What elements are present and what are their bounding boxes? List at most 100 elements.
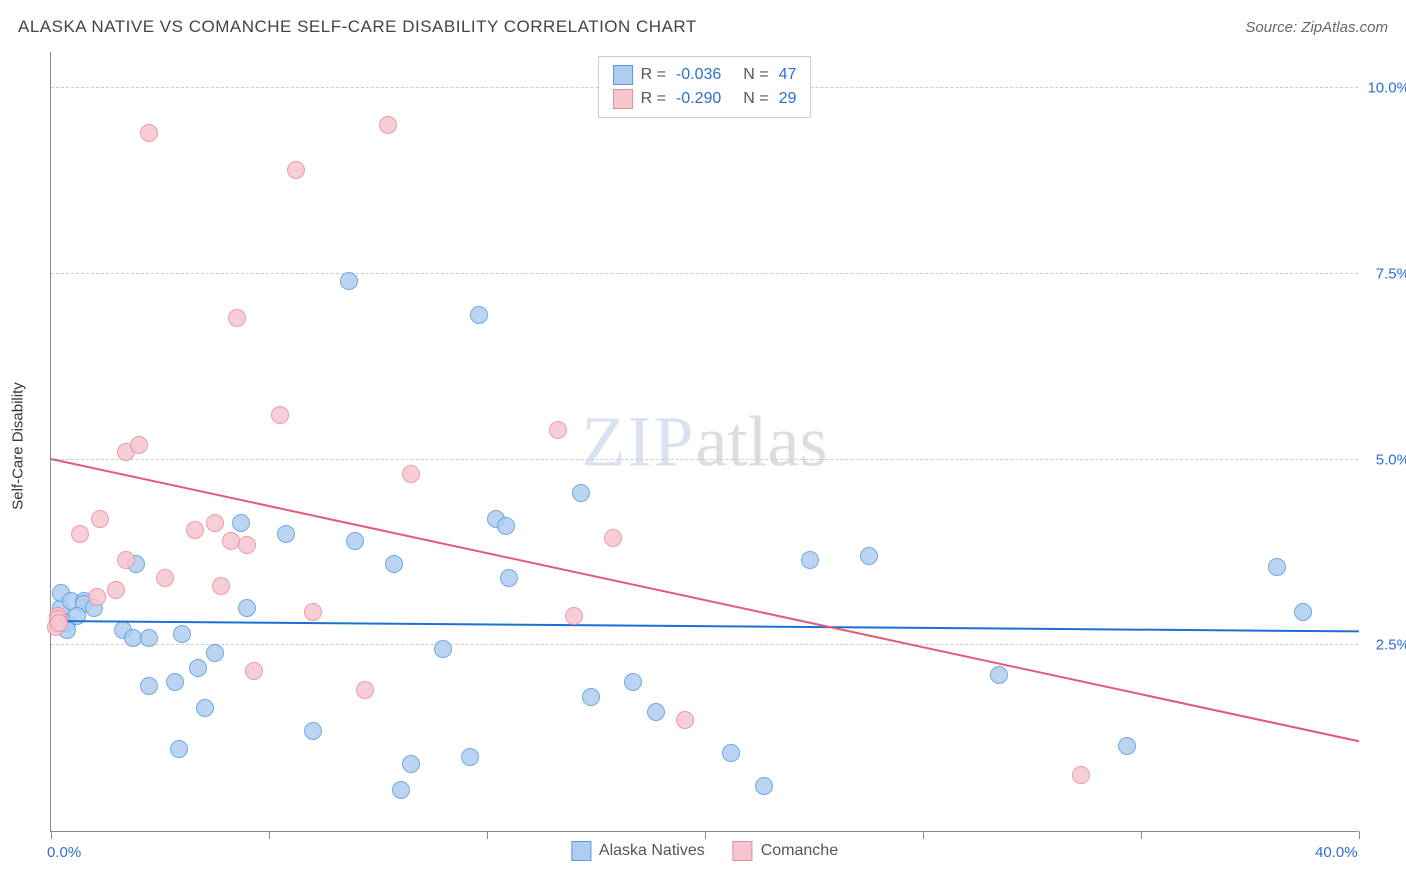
x-tick [487,831,488,839]
data-point [304,603,322,621]
gridline [51,459,1358,460]
trend-line [51,620,1359,632]
data-point [238,536,256,554]
data-point [461,748,479,766]
data-point [212,577,230,595]
data-point [156,569,174,587]
data-point [402,755,420,773]
data-point [676,711,694,729]
legend-r-label: R = [641,90,666,108]
data-point [166,673,184,691]
data-point [206,644,224,662]
series-legend-label: Alaska Natives [599,842,705,860]
data-point [379,116,397,134]
legend-row: R = -0.036 N = 47 [613,63,797,87]
legend-swatch [571,841,591,861]
data-point [222,532,240,550]
data-point [470,306,488,324]
x-tick [1359,831,1360,839]
data-point [130,436,148,454]
data-point [140,124,158,142]
data-point [117,551,135,569]
legend-r-value: -0.290 [676,90,721,108]
data-point [124,629,142,647]
data-point [304,722,322,740]
legend-swatch [613,65,633,85]
watermark: ZIPatlas [582,400,828,483]
data-point [206,514,224,532]
data-point [140,677,158,695]
x-tick [705,831,706,839]
series-legend-label: Comanche [761,842,838,860]
data-point [271,406,289,424]
data-point [1072,766,1090,784]
legend-swatch [613,89,633,109]
series-legend: Alaska Natives Comanche [571,841,838,861]
data-point [232,514,250,532]
data-point [500,569,518,587]
data-point [245,662,263,680]
data-point [170,740,188,758]
data-point [196,699,214,717]
data-point [140,629,158,647]
data-point [755,777,773,795]
data-point [1294,603,1312,621]
data-point [107,581,125,599]
data-point [238,599,256,617]
data-point [1268,558,1286,576]
data-point [801,551,819,569]
data-point [356,681,374,699]
watermark-atlas: atlas [696,401,828,481]
data-point [582,688,600,706]
x-tick [923,831,924,839]
data-point [287,161,305,179]
y-axis-label: Self-Care Disability [10,382,27,510]
data-point [173,625,191,643]
data-point [228,309,246,327]
gridline [51,644,1358,645]
legend-row: R =-0.290N =29 [613,87,797,111]
scatter-chart: ZIPatlas 2.5%5.0%7.5%10.0%0.0%40.0%R =-0… [50,52,1358,832]
data-point [189,659,207,677]
data-point [277,525,295,543]
source-attribution: Source: ZipAtlas.com [1245,19,1388,36]
data-point [346,532,364,550]
data-point [186,521,204,539]
data-point [385,555,403,573]
legend-r-value: -0.036 [676,66,721,84]
data-point [1118,737,1136,755]
data-point [572,484,590,502]
x-tick-label: 40.0% [1315,844,1358,861]
x-tick [51,831,52,839]
legend-n-label: N = [743,66,768,84]
data-point [860,547,878,565]
data-point [624,673,642,691]
y-tick-label: 2.5% [1376,637,1406,654]
data-point [604,529,622,547]
data-point [340,272,358,290]
data-point [565,607,583,625]
data-point [434,640,452,658]
source-prefix: Source: [1245,19,1301,36]
source-name: ZipAtlas.com [1301,19,1388,36]
data-point [402,465,420,483]
data-point [50,614,68,632]
x-tick [269,831,270,839]
data-point [497,517,515,535]
gridline [51,273,1358,274]
correlation-legend: R =-0.036N =47R =-0.290N =29 [598,56,812,118]
y-tick-label: 5.0% [1376,451,1406,468]
x-tick [1141,831,1142,839]
legend-swatch [733,841,753,861]
series-legend-item: Alaska Natives [571,841,705,861]
data-point [71,525,89,543]
watermark-zip: ZIP [582,401,696,481]
data-point [722,744,740,762]
legend-r-label: R = [641,66,666,84]
data-point [647,703,665,721]
data-point [91,510,109,528]
legend-n-value: 47 [779,66,797,84]
legend-n-label: N = [743,90,768,108]
data-point [549,421,567,439]
data-point [990,666,1008,684]
